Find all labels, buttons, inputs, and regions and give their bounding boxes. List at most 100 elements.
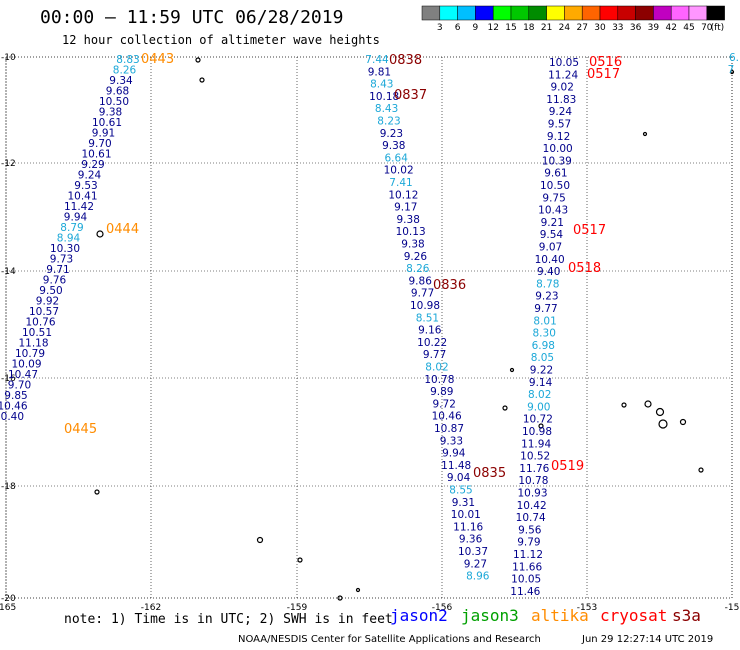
wave-height-label: 10.43 [538, 205, 568, 217]
island-shape [297, 557, 303, 563]
pass-time-label: 0835 [473, 466, 506, 481]
wave-height-label: 8.94 [57, 233, 81, 245]
wave-height-label: 9.21 [541, 217, 564, 229]
lat-tick-label: -10 [1, 53, 16, 63]
wave-height-label: 9.81 [368, 66, 391, 78]
lon-tick-label: -156 [432, 603, 453, 613]
wave-height-label: 9.91 [92, 128, 115, 140]
legend-tick-label: 12 [487, 23, 498, 33]
wave-height-label: 10.46 [0, 401, 28, 413]
wave-height-label: 11.76 [519, 463, 549, 475]
legend-swatch [635, 5, 654, 21]
wave-height-label: 10.12 [388, 189, 418, 201]
wave-height-label: 8.01 [533, 315, 556, 327]
pass-time-label: 0444 [106, 222, 139, 237]
wave-height-label: 9.16 [418, 325, 442, 337]
wave-height-label: 10.61 [81, 149, 111, 161]
lon-tick-label: -153 [577, 603, 597, 613]
islands [94, 57, 735, 601]
legend-tick-label: 42 [665, 23, 676, 33]
wave-height-label: 10.51 [22, 327, 52, 339]
legend-unit: (ft) [711, 23, 725, 33]
pass-time-label: 0516 [589, 55, 622, 70]
wave-height-label: 9.72 [433, 398, 456, 410]
wave-height-label: 9.75 [542, 192, 565, 204]
wave-height-label: 10.98 [522, 426, 552, 438]
pass-time-labels: 0443044404450838083708360835051605170517… [64, 52, 622, 481]
island-shape [199, 77, 205, 83]
wave-height-label: 11.24 [548, 69, 578, 81]
lon-tick-label: -15 [725, 603, 740, 613]
wave-height-label: 9.17 [394, 202, 417, 214]
wave-height-label: 10.05 [511, 574, 541, 586]
island-shape [679, 418, 687, 426]
legend-tick-label: 15 [505, 23, 516, 33]
wave-height-label: 10.72 [523, 414, 553, 426]
legend-tick-label: 27 [576, 23, 587, 33]
wave-height-label: 10.57 [29, 306, 59, 318]
satellite-jason3: jason3 [461, 606, 519, 625]
island-shape [729, 69, 735, 75]
island-shape [256, 536, 264, 544]
wave-height-label: 11.42 [64, 201, 94, 213]
island-shape [337, 595, 343, 601]
wave-height-label: 9.77 [534, 303, 557, 315]
legend-swatch [670, 5, 690, 21]
wave-height-label: 9.02 [551, 82, 574, 94]
legend-tick-label: 9 [473, 23, 479, 33]
wave-height-label: 8.23 [377, 116, 400, 128]
wave-height-label: 10.40 [535, 254, 565, 266]
legend-swatch [564, 5, 583, 21]
wave-height-label: 10.42 [517, 500, 547, 512]
island-shape [355, 587, 361, 593]
island-shape [658, 419, 668, 429]
pass-time-label: 0445 [64, 422, 97, 437]
wave-height-label: 8.26 [406, 263, 430, 275]
map-grid: -165 -162 -159 -156 -153 -15 -10 -12 -14 -16 -18 -2… [0, 53, 739, 613]
legend-tick-label: 33 [612, 23, 623, 33]
wave-height-label: 10.01 [451, 509, 481, 521]
legend-swatch [706, 5, 725, 21]
wave-height-label: 9.40 [537, 266, 560, 278]
wave-height-label: 10.61 [92, 117, 122, 129]
wave-height-label: 10.50 [540, 180, 570, 192]
island-shape [698, 467, 704, 473]
wave-height-label: 9.76 [43, 275, 67, 287]
wave-height-label: 10.98 [410, 300, 440, 312]
wave-height-label: 9.12 [547, 131, 570, 143]
footer-credit: NOAA/NESDIS Center for Satellite Applica… [238, 634, 541, 645]
wave-height-label: 6.64 [385, 152, 409, 164]
wave-height-label: 10.00 [543, 143, 573, 155]
wave-height-label: 11.16 [453, 521, 483, 533]
wave-height-label: 9.23 [535, 291, 558, 303]
pass-time-label: 0837 [394, 88, 427, 103]
wave-height-label: 8.43 [375, 103, 398, 115]
wave-height-label: 8.26 [113, 65, 137, 77]
wave-height-label: 10.22 [417, 337, 447, 349]
map-title: 00:00 – 11:59 UTC 06/28/2019 [40, 7, 344, 28]
wave-height-label: 10.18 [369, 91, 399, 103]
legend-swatch [492, 5, 512, 21]
wave-height-label: 9.86 [409, 275, 433, 287]
pass-time-label: 0517 [587, 67, 620, 82]
wave-height-label: 10.78 [424, 374, 454, 386]
wave-height-label: 11.48 [441, 460, 471, 472]
wave-height-label: 10.13 [396, 226, 426, 238]
legend-tick-label: 6 [455, 23, 461, 33]
wave-height-label: 10.09 [11, 359, 41, 371]
wave-height-label: 8.51 [416, 312, 439, 324]
wave-height-label: 9.73 [50, 254, 73, 266]
wave-height-label: 8.05 [531, 352, 554, 364]
wave-height-label: 10.93 [517, 488, 547, 500]
legend-swatch [653, 5, 672, 21]
wave-height-label: 10.40 [0, 411, 24, 423]
wave-height-label: 9.53 [74, 180, 97, 192]
wave-height-label: 11.18 [18, 338, 48, 350]
wave-height-label: 9.71 [46, 264, 69, 276]
legend-tick-label: 45 [683, 23, 694, 33]
legend-swatch [475, 5, 494, 21]
wave-height-label: 7 [728, 64, 735, 76]
legend-swatch [457, 5, 476, 21]
wave-height-label: 11.83 [546, 94, 576, 106]
wave-height-label: 9.70 [8, 380, 31, 392]
